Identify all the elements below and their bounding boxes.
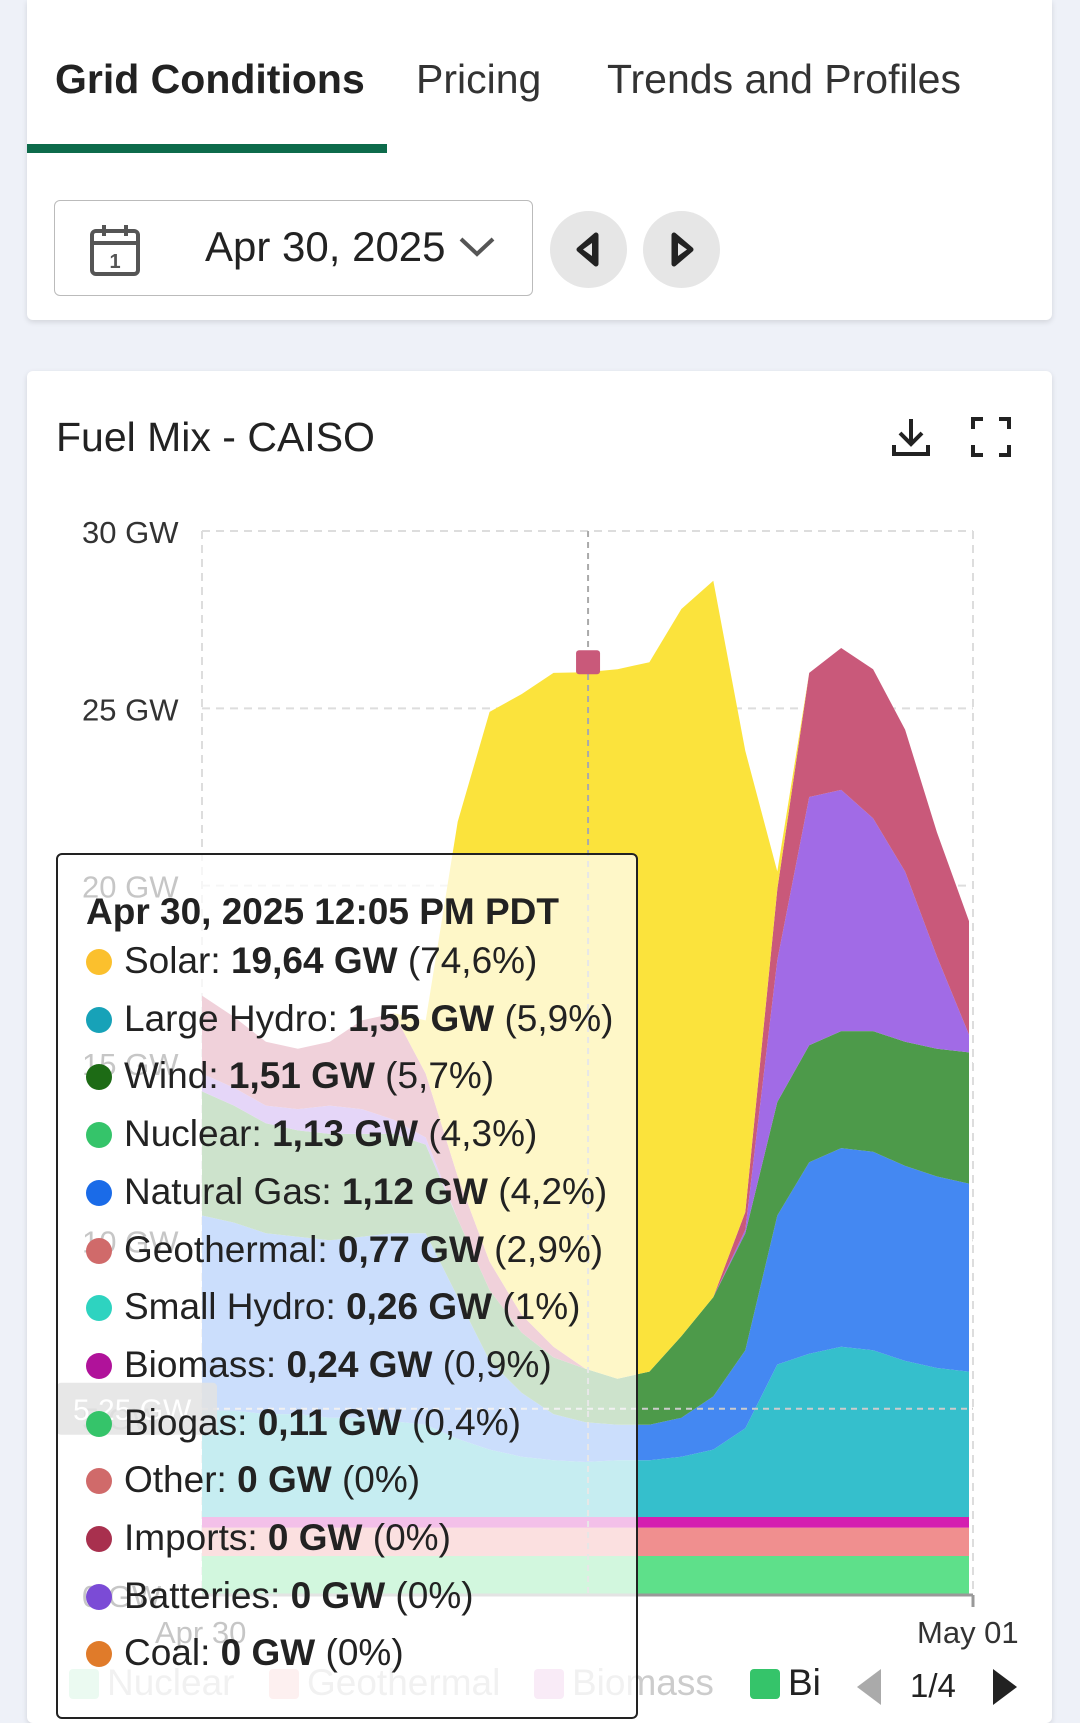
legend-item[interactable]: Bi (750, 1662, 848, 1704)
series-name: Nuclear (124, 1113, 252, 1155)
series-name: Wind (124, 1055, 209, 1097)
tooltip-row-other: Other: 0 GW (0%) (86, 1459, 420, 1501)
series-percent: (0%) (395, 1574, 474, 1616)
caret-right-icon (671, 232, 694, 267)
tooltip-row-biogas: Biogas: 0,11 GW (0,4%) (86, 1402, 521, 1444)
series-value: 1,13 GW (272, 1113, 419, 1155)
legend-swatch (750, 1669, 780, 1699)
series-percent: (4,2%) (498, 1170, 608, 1212)
series-value: 0,24 GW (286, 1343, 433, 1385)
download-icon[interactable] (889, 415, 933, 464)
series-value: 0 GW (220, 1632, 316, 1674)
series-percent: (1%) (502, 1286, 581, 1328)
series-name: Biomass (124, 1343, 266, 1385)
tab-trends-and-profiles[interactable]: Trends and Profiles (607, 56, 961, 102)
series-name: Coal (124, 1632, 201, 1674)
series-value: 1,55 GW (348, 997, 495, 1039)
series-name: Natural Gas (124, 1170, 322, 1212)
series-value: 0,26 GW (346, 1286, 493, 1328)
active-tab-indicator (27, 144, 387, 153)
series-dot (86, 1006, 112, 1033)
tooltip-row-solar: Solar: 19,64 GW (74,6%) (86, 940, 537, 982)
series-dot (86, 1583, 112, 1610)
tooltip-row-batteries: Batteries: 0 GW (0%) (86, 1575, 474, 1617)
tab-pricing[interactable]: Pricing (416, 56, 542, 102)
tooltip-row-coal: Coal: 0 GW (0%) (86, 1632, 404, 1674)
series-percent: (0,4%) (411, 1401, 521, 1443)
series-percent: (0%) (372, 1517, 451, 1558)
series-dot (86, 1468, 112, 1495)
series-percent: (74,6%) (407, 940, 538, 981)
series-name: Biogas (124, 1401, 238, 1443)
caret-left-icon (576, 232, 599, 267)
series-name: Small Hydro (124, 1286, 326, 1328)
series-dot (86, 1295, 112, 1322)
fullscreen-icon[interactable] (969, 415, 1013, 464)
series-percent: (4,3%) (428, 1113, 538, 1155)
series-dot (86, 1122, 112, 1149)
calendar-icon: 1 (89, 223, 141, 282)
series-dot (86, 1064, 112, 1091)
series-percent: (0,9%) (442, 1343, 552, 1385)
series-name: Imports (124, 1517, 248, 1558)
series-dot (86, 1237, 112, 1264)
legend-next-icon[interactable] (989, 1667, 1019, 1715)
area-wind (202, 1031, 969, 1425)
series-percent: (5,9%) (504, 997, 614, 1039)
series-name: Solar (124, 940, 211, 981)
series-value: 1,51 GW (228, 1055, 375, 1097)
series-value: 19,64 GW (230, 940, 398, 981)
series-name: Geothermal (124, 1228, 318, 1270)
tooltip-row-natural-gas: Natural Gas: 1,12 GW (4,2%) (86, 1171, 607, 1213)
legend-label: Bi (788, 1662, 821, 1703)
date-picker[interactable]: 1 Apr 30, 2025 (54, 200, 533, 296)
series-value: 1,12 GW (341, 1170, 488, 1212)
view-header-card: Grid Conditions Pricing Trends and Profi… (27, 0, 1052, 320)
series-dot (86, 1410, 112, 1437)
date-value: Apr 30, 2025 (205, 223, 446, 270)
tooltip-title: Apr 30, 2025 12:05 PM PDT (86, 891, 559, 932)
tab-grid-conditions[interactable]: Grid Conditions (55, 56, 365, 102)
tooltip-row-large-hydro: Large Hydro: 1,55 GW (5,9%) (86, 998, 613, 1040)
series-percent: (0%) (325, 1632, 404, 1674)
series-value: 0 GW (237, 1459, 332, 1501)
series-dot (86, 949, 112, 975)
legend-prev-icon[interactable] (855, 1667, 885, 1715)
series-value: 0,77 GW (337, 1228, 484, 1270)
series-value: 0,11 GW (257, 1401, 402, 1443)
crosshair-marker (576, 650, 601, 675)
series-dot (86, 1526, 112, 1552)
y-tick-label: 25 GW (82, 692, 179, 727)
series-percent: (5,7%) (385, 1055, 495, 1097)
tooltip-row-biomass: Biomass: 0,24 GW (0,9%) (86, 1344, 552, 1386)
previous-day-button[interactable] (550, 211, 627, 288)
series-value: 0 GW (267, 1517, 363, 1558)
series-name: Large Hydro (124, 997, 328, 1039)
series-value: 0 GW (290, 1574, 386, 1616)
series-percent: (2,9%) (494, 1228, 604, 1270)
chart-tooltip: Apr 30, 2025 12:05 PM PDT Solar: 19,64 G… (56, 853, 638, 1719)
tooltip-row-nuclear: Nuclear: 1,13 GW (4,3%) (86, 1113, 537, 1155)
tooltip-row-small-hydro: Small Hydro: 0,26 GW (1%) (86, 1286, 580, 1328)
svg-text:1: 1 (109, 251, 120, 273)
series-percent: (0%) (341, 1459, 421, 1501)
tooltip-row-imports: Imports: 0 GW (0%) (86, 1517, 451, 1559)
series-name: Other (124, 1459, 217, 1501)
tooltip-row-geothermal: Geothermal: 0,77 GW (2,9%) (86, 1229, 603, 1271)
y-tick-label: 30 GW (82, 515, 179, 550)
series-dot (86, 1352, 112, 1379)
tab-bar: Grid Conditions Pricing Trends and Profi… (27, 0, 1052, 155)
x-tick-label: May 01 (917, 1615, 1019, 1650)
legend-page-indicator: 1/4 (910, 1667, 956, 1704)
series-name: Batteries (124, 1574, 271, 1616)
chevron-down-icon (455, 231, 499, 266)
chart-title: Fuel Mix - CAISO (56, 414, 375, 460)
area-imports (202, 648, 969, 1379)
series-dot (86, 1641, 112, 1668)
series-dot (86, 1179, 112, 1206)
tooltip-row-wind: Wind: 1,51 GW (5,7%) (86, 1055, 494, 1097)
next-day-button[interactable] (643, 211, 720, 288)
